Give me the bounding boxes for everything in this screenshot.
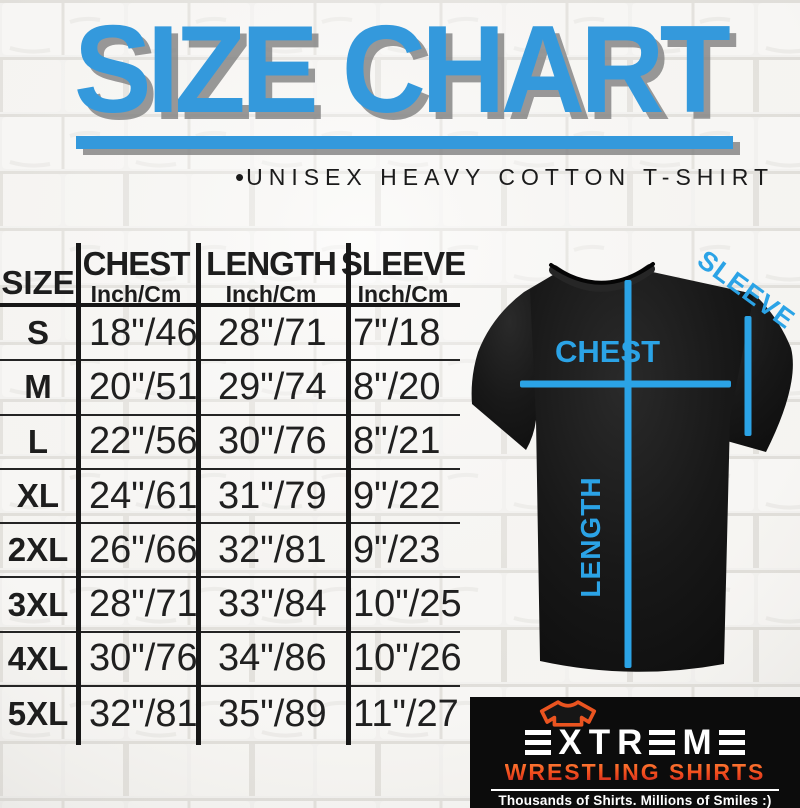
- title-underline: [76, 136, 733, 149]
- logo-divider: [491, 789, 779, 791]
- brand-letter-e: [718, 730, 745, 755]
- cell-sleeve: 11"/27: [353, 692, 459, 735]
- cell-sleeve: 10"/26: [353, 637, 462, 680]
- table-divider-3: [346, 243, 351, 745]
- table-row: M 20"/51 29"/74 8"/20: [0, 361, 460, 416]
- table-row: S 18"/46 28"/71 7"/18: [0, 307, 460, 362]
- length-measure-line: [624, 280, 632, 668]
- tshirt-collar: [549, 264, 655, 292]
- table-divider-1: [76, 243, 81, 745]
- brand-letter: R: [617, 723, 643, 762]
- cell-length: 31"/79: [218, 474, 327, 517]
- brand-letter-e: [525, 730, 552, 755]
- cell-size: 4XL: [7, 639, 69, 677]
- column-label-sleeve: SLEEVE: [340, 245, 466, 282]
- cell-sleeve: 8"/21: [353, 420, 441, 463]
- cell-sleeve: 9"/22: [353, 474, 441, 517]
- cell-length: 28"/71: [218, 311, 327, 354]
- bullet-icon: •: [235, 162, 247, 192]
- sleeve-measure-line: [744, 316, 752, 436]
- brand-letter: X: [558, 723, 582, 762]
- cell-size: 2XL: [7, 531, 69, 569]
- table-header-row: SIZE CHEST Inch/Cm LENGTH Inch/Cm SLEEVE…: [0, 243, 466, 307]
- subtitle-text: UNISEX HEAVY COTTON T-SHIRT: [246, 164, 775, 190]
- cell-length: 34"/86: [218, 637, 327, 680]
- page-title: SIZE CHART: [73, 1, 731, 139]
- cell-chest: 24"/61: [89, 474, 198, 517]
- cell-chest: 22"/56: [89, 420, 198, 463]
- table-row: 2XL 26"/66 32"/81 9"/23: [0, 524, 460, 579]
- table-row: 3XL 28"/71 33"/84 10"/25: [0, 578, 462, 633]
- column-unit-length: Inch/Cm: [225, 280, 317, 307]
- cell-length: 33"/84: [218, 583, 327, 626]
- brand-tagline: Thousands of Shirts. Millions of Smiles …: [498, 793, 772, 808]
- column-unit-sleeve: Inch/Cm: [357, 280, 449, 307]
- cell-length: 29"/74: [218, 365, 327, 408]
- brand-letter: T: [588, 723, 611, 762]
- cell-size: S: [26, 314, 49, 352]
- cell-sleeve: 7"/18: [353, 311, 441, 354]
- column-unit-chest: Inch/Cm: [90, 280, 182, 307]
- table-row: L 22"/56 30"/76 8"/21: [0, 416, 460, 470]
- column-header-sleeve: SLEEVE Inch/Cm: [341, 243, 466, 307]
- cell-chest: 18"/46: [89, 311, 198, 354]
- table-row: XL 24"/61 31"/79 9"/22: [0, 470, 460, 525]
- cell-size: XL: [16, 477, 60, 515]
- cell-chest: 28"/71: [89, 583, 198, 626]
- cell-length: 32"/81: [218, 528, 327, 571]
- cell-sleeve: 10"/25: [353, 583, 462, 626]
- subtitle: •UNISEX HEAVY COTTON T-SHIRT: [235, 162, 774, 193]
- table-row: 5XL 32"/81 35"/89 11"/27: [0, 687, 460, 741]
- cell-chest: 26"/66: [89, 528, 198, 571]
- cell-length: 35"/89: [218, 692, 327, 735]
- cell-chest: 30"/76: [89, 637, 198, 680]
- column-header-size: SIZE: [1, 264, 75, 301]
- cell-size: L: [27, 422, 49, 460]
- tshirt-collar-outline: [549, 262, 655, 285]
- brand-letter: M: [682, 723, 712, 762]
- size-table: SIZE CHEST Inch/Cm LENGTH Inch/Cm SLEEVE…: [0, 243, 466, 745]
- table-row: 4XL 30"/76 34"/86 10"/26: [0, 633, 462, 688]
- brand-letter-e: [649, 730, 676, 755]
- cell-length: 30"/76: [218, 420, 327, 463]
- tshirt-icon: [540, 700, 597, 727]
- cell-sleeve: 8"/20: [353, 365, 441, 408]
- cell-size: M: [24, 368, 52, 406]
- brand-subtitle: WRESTLING SHIRTS: [504, 759, 766, 785]
- column-header-chest: CHEST Inch/Cm: [76, 243, 196, 307]
- column-label-chest: CHEST: [82, 245, 191, 282]
- cell-size: 3XL: [7, 585, 69, 623]
- chest-label: CHEST: [555, 334, 660, 369]
- cell-size: 5XL: [7, 695, 69, 733]
- length-label: LENGTH: [575, 476, 606, 597]
- cell-chest: 20"/51: [89, 365, 198, 408]
- cell-sleeve: 9"/23: [353, 528, 441, 571]
- table-divider-2: [196, 243, 201, 745]
- cell-chest: 32"/81: [89, 692, 198, 735]
- column-label-length: LENGTH: [206, 245, 337, 282]
- tshirt-diagram: CHEST LENGTH SLEEVE: [471, 245, 800, 672]
- tshirt-body: [530, 271, 754, 672]
- column-header-length: LENGTH Inch/Cm: [196, 243, 346, 307]
